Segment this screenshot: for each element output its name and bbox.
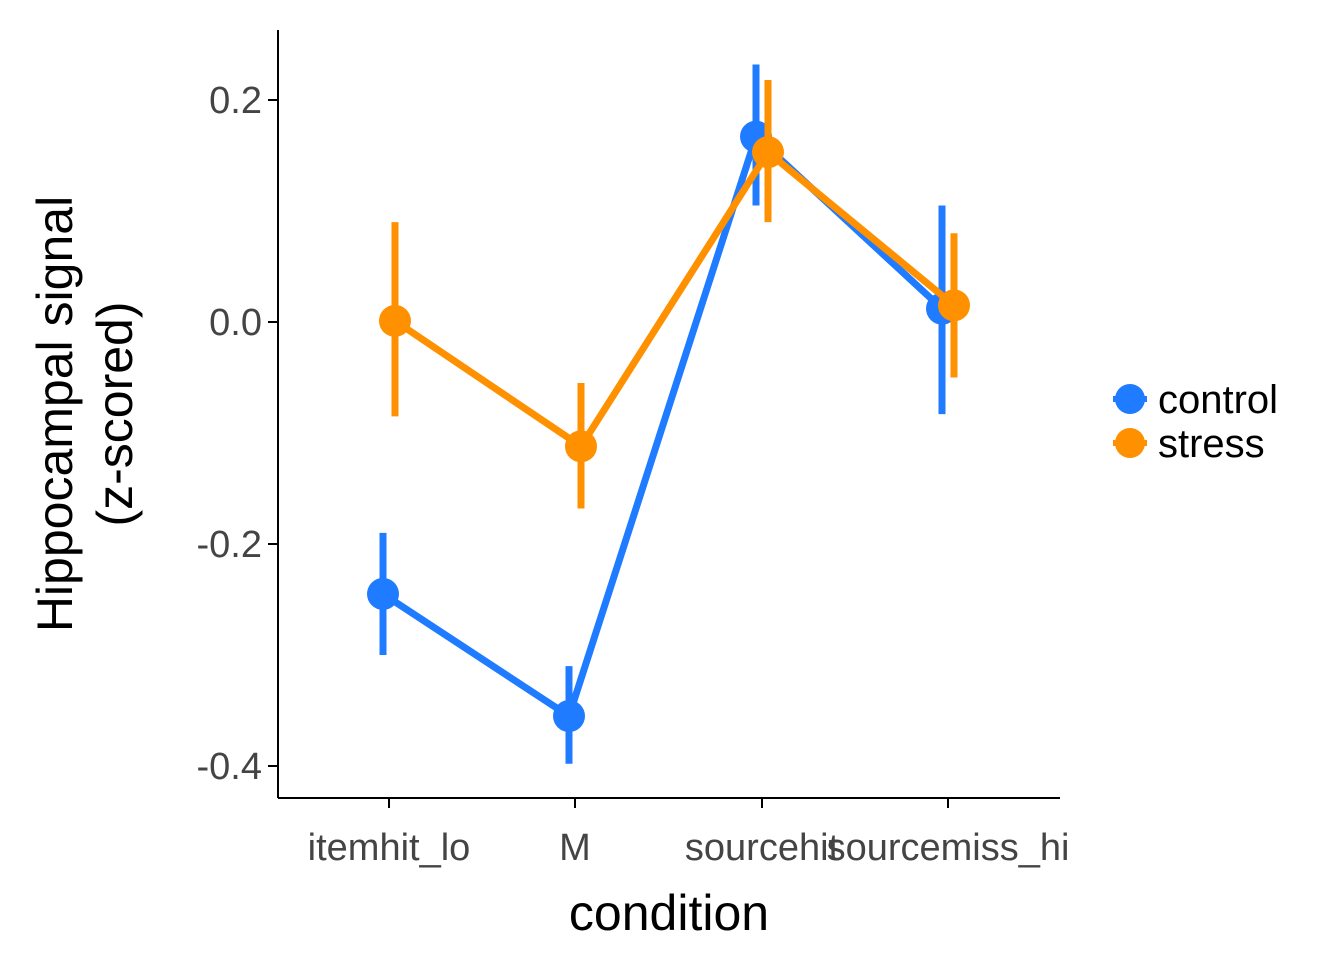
legend-key-point-control (1115, 384, 1145, 414)
point-stress (379, 304, 411, 337)
series-control (367, 64, 958, 764)
x-axis-title: condition (569, 885, 769, 941)
y-axis-title-line-1: Hippocampal signal (27, 196, 83, 632)
y-tick-label: 0.2 (209, 80, 262, 122)
legend-label-stress: stress (1158, 422, 1265, 466)
series-stress (379, 80, 970, 509)
x-tick-label: sourcemiss_hi (827, 827, 1070, 869)
y-ticks: 0.2 0.0 -0.2 -0.4 (197, 80, 278, 788)
y-tick-label: -0.4 (197, 746, 262, 788)
legend-label-control: control (1158, 378, 1278, 422)
point-control (553, 700, 585, 733)
legend-key-point-stress (1115, 428, 1145, 458)
y-axis-title-line-2: (z-scored) (87, 301, 143, 526)
x-tick-label: M (559, 827, 591, 869)
point-stress (752, 136, 784, 169)
y-tick-label: -0.2 (197, 524, 262, 566)
plot-area (367, 64, 970, 764)
point-stress (565, 430, 597, 463)
point-stress (938, 289, 970, 322)
x-tick-label: sourcehit (685, 827, 840, 869)
y-tick-label: 0.0 (209, 302, 262, 344)
point-control (367, 577, 399, 610)
series-line-stress (393, 148, 957, 450)
x-tick-label: itemhit_lo (308, 827, 471, 869)
